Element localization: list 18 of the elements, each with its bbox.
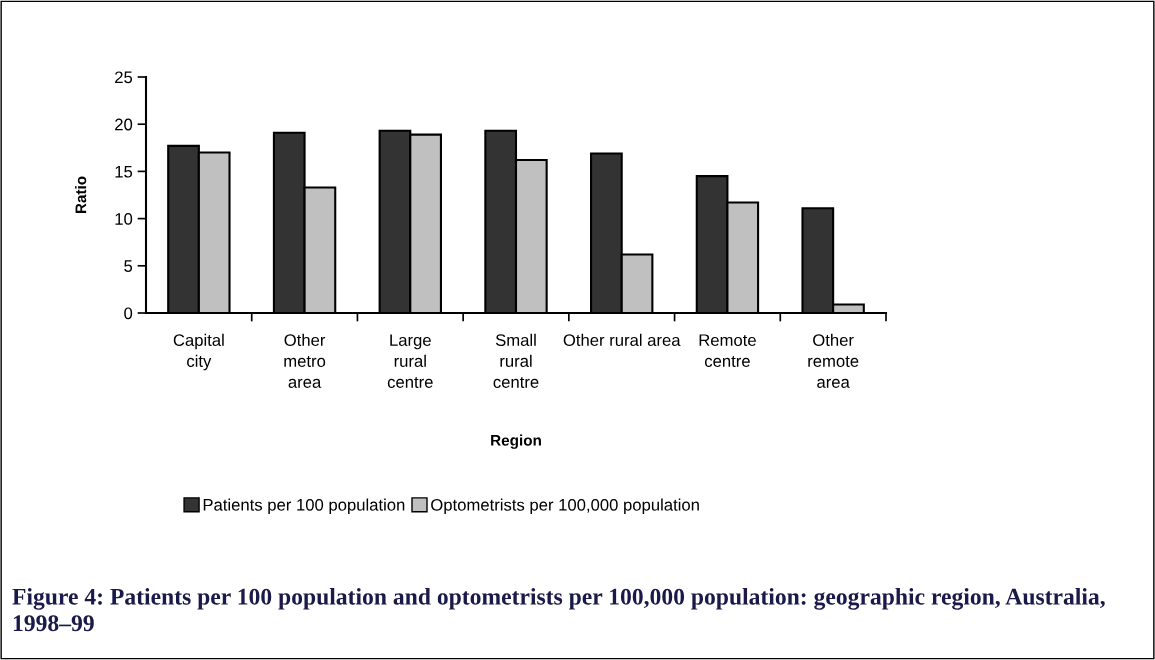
y-tick-label: 5 <box>124 260 133 272</box>
x-tick-label: Other remote area <box>808 333 859 388</box>
y-axis-title: Ratio <box>75 176 87 214</box>
x-tick-label: Small rural centre <box>493 333 539 388</box>
x-axis-title: Region <box>491 434 541 449</box>
caption: Figure 4: Patients per 100 population and optometrists per 100,000 population: geographic region, Australia, 1998–99 <box>12 588 1105 632</box>
legend-label: Patients per 100 population <box>203 498 405 515</box>
x-tick-label: Large rural centre <box>387 334 433 388</box>
y-tick-label: 15 <box>115 165 133 178</box>
y-tick-label: 10 <box>115 213 133 225</box>
x-tick-label: Capital city <box>173 333 224 371</box>
y-tick-label: 25 <box>115 71 133 84</box>
y-tick-label: 20 <box>115 118 133 131</box>
x-tick-label: Other rural area <box>563 333 681 347</box>
x-tick-label: Other metro area <box>284 333 326 388</box>
y-tick-label: 0 <box>124 307 133 320</box>
legend-label: Optometrists per 100,000 population <box>431 498 699 515</box>
x-tick-label: Remote centre <box>699 334 756 367</box>
